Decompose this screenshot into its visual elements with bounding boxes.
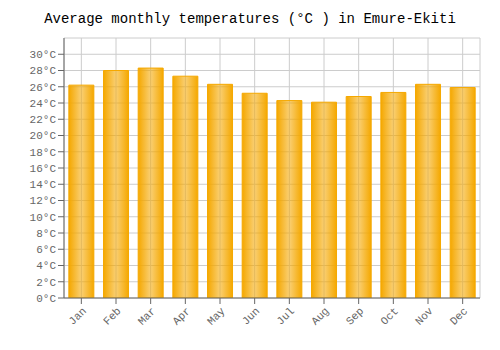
svg-text:Apr: Apr [170,305,192,327]
svg-text:10°C: 10°C [30,212,57,224]
svg-text:Jun: Jun [240,305,262,327]
svg-text:12°C: 12°C [30,195,57,207]
svg-text:24°C: 24°C [30,98,57,110]
svg-text:4°C: 4°C [36,260,56,272]
svg-text:2°C: 2°C [36,277,56,289]
svg-text:0°C: 0°C [36,293,56,305]
svg-text:Jul: Jul [274,305,296,327]
svg-text:30°C: 30°C [30,49,57,61]
svg-text:Aug: Aug [309,305,331,327]
svg-text:26°C: 26°C [30,82,57,94]
svg-text:Nov: Nov [413,305,436,328]
svg-text:Sep: Sep [344,305,366,327]
svg-text:Feb: Feb [101,305,123,327]
svg-text:Dec: Dec [448,305,470,327]
svg-text:Jan: Jan [66,305,88,327]
svg-text:16°C: 16°C [30,163,57,175]
svg-text:May: May [205,305,228,328]
svg-text:14°C: 14°C [30,179,57,191]
svg-text:6°C: 6°C [36,244,56,256]
svg-text:Mar: Mar [136,305,158,327]
svg-text:20°C: 20°C [30,130,57,142]
svg-text:22°C: 22°C [30,114,57,126]
svg-text:28°C: 28°C [30,65,57,77]
html-text:Average monthly temperatures (: Average monthly temperatures (°C ) in Em… [44,11,456,27]
svg-text:Oct: Oct [378,305,400,327]
svg-text:8°C: 8°C [36,228,56,240]
svg-text:18°C: 18°C [30,147,57,159]
